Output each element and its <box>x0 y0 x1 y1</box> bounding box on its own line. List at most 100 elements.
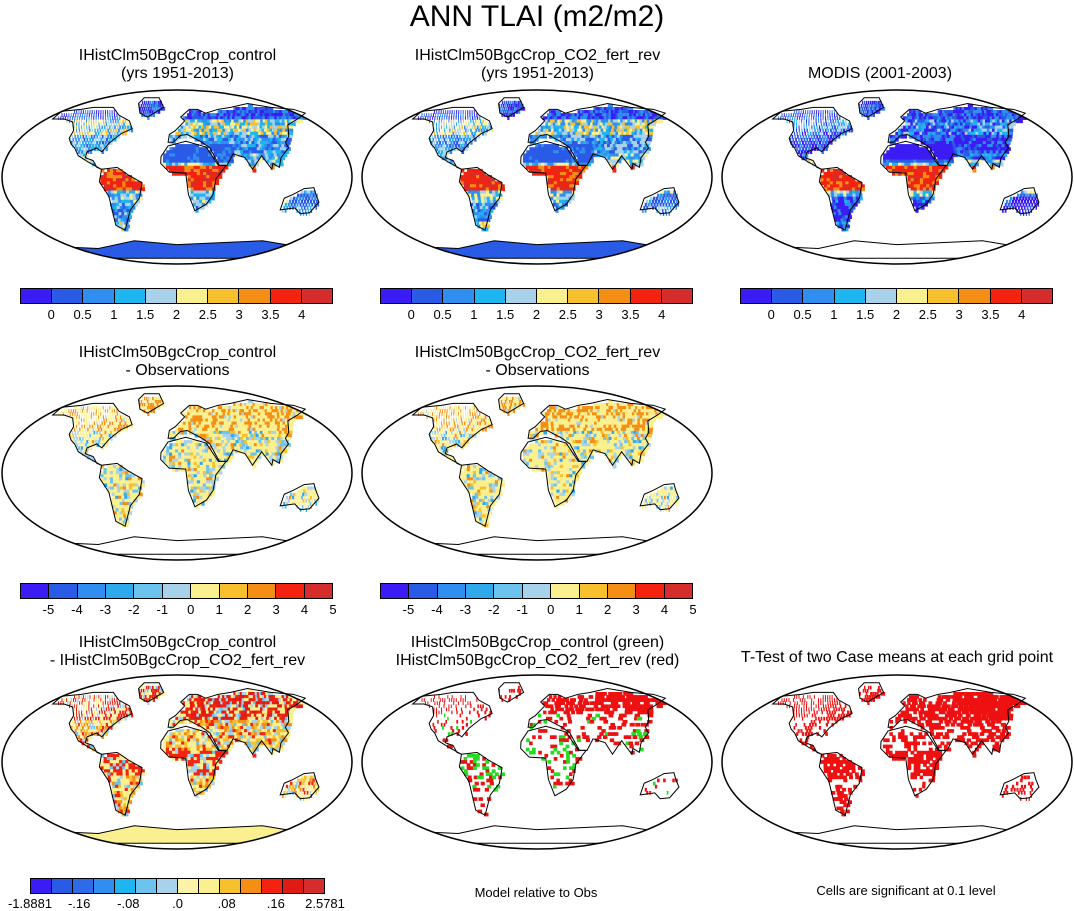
map-cell <box>216 153 221 158</box>
map-cell <box>306 193 309 198</box>
map-cell <box>825 110 826 114</box>
map-cell <box>158 107 161 111</box>
map-cell <box>595 122 600 127</box>
map-cell <box>597 122 603 127</box>
map-cell <box>913 168 918 173</box>
map-cell <box>194 131 198 136</box>
map-cell <box>108 193 113 198</box>
map-cell <box>166 159 170 164</box>
map-cell <box>232 418 238 423</box>
map-cell <box>829 181 834 185</box>
map-cell <box>220 418 225 423</box>
map-cell <box>810 147 814 151</box>
map-cell <box>178 128 182 133</box>
map-cell <box>215 116 220 120</box>
map-cell <box>128 187 133 192</box>
map-cell <box>258 128 264 133</box>
map-cell <box>224 144 229 148</box>
map-cell <box>464 125 466 130</box>
map-control-lai <box>1 89 353 265</box>
map-cell <box>235 134 240 139</box>
map-cell <box>460 110 462 114</box>
map-cell <box>246 134 251 139</box>
map-cell <box>89 406 91 410</box>
map-cell <box>103 144 106 148</box>
map-cell <box>439 141 441 145</box>
map-cell <box>964 156 969 161</box>
map-cell <box>202 418 207 423</box>
map-cell <box>81 131 84 136</box>
map-cell <box>196 159 201 164</box>
map-cell <box>570 122 575 127</box>
map-cell <box>212 113 217 117</box>
map-cell <box>937 122 942 127</box>
map-cell <box>1007 125 1014 130</box>
map-cell <box>968 147 973 151</box>
map-cell <box>138 187 142 192</box>
map-cell <box>849 209 854 213</box>
map-cell <box>461 150 465 154</box>
map-cell <box>576 113 581 117</box>
map-cell <box>796 116 798 120</box>
map-cell <box>603 141 608 145</box>
map-cell <box>608 134 614 139</box>
map-cell <box>106 125 109 130</box>
map-cell <box>926 128 931 133</box>
map-cell <box>924 131 929 136</box>
map-cell <box>613 128 619 133</box>
map-cell <box>922 187 927 192</box>
map-cell <box>563 141 568 145</box>
map-cell <box>554 134 559 139</box>
map-cell <box>465 131 468 136</box>
map-cell <box>131 187 136 192</box>
map-cell <box>976 147 982 151</box>
map-cell <box>247 144 252 148</box>
map-cell <box>832 134 835 139</box>
map-cell <box>799 141 801 145</box>
map-cell <box>566 116 570 120</box>
map-cell <box>617 159 622 164</box>
map-cell <box>926 175 930 179</box>
map-cell <box>463 144 466 148</box>
map-cell <box>467 187 472 192</box>
map-cell <box>848 181 853 185</box>
map-cell <box>269 150 275 154</box>
map-cell <box>623 131 629 136</box>
panel-title-line1: IHistClm50BgcCrop_CO2_fert_rev <box>414 344 661 361</box>
map-cell <box>548 125 552 130</box>
map-cell <box>172 147 176 151</box>
map-cell <box>815 116 817 120</box>
map-cell <box>578 168 583 173</box>
map-cell <box>470 206 476 210</box>
map-cell <box>457 128 459 133</box>
map-cell <box>135 196 140 201</box>
map-cell <box>255 153 261 158</box>
map-cell <box>942 116 947 120</box>
map-cell <box>910 181 915 185</box>
map-cell <box>635 144 641 148</box>
map-cell <box>995 137 1001 142</box>
map-cell <box>1003 137 1009 142</box>
map-cell <box>125 224 130 229</box>
map-cell <box>606 153 612 158</box>
map-cell <box>98 421 101 426</box>
map-cell <box>908 131 913 136</box>
map-cell <box>111 427 114 432</box>
map-cell <box>831 131 834 136</box>
map-cell <box>200 421 205 426</box>
map-cell <box>932 141 936 145</box>
map-cell <box>185 421 189 426</box>
map-cell <box>444 128 446 133</box>
map-cell <box>949 125 954 130</box>
map-cell <box>837 224 843 229</box>
map-cell <box>150 100 152 105</box>
map-cell <box>464 141 467 145</box>
map-cell <box>835 119 837 124</box>
map-cell <box>479 119 482 124</box>
map-cell <box>793 131 796 136</box>
map-cell <box>929 178 933 182</box>
map-cell <box>196 187 201 192</box>
map-cell <box>806 122 807 127</box>
map-cell <box>610 156 615 161</box>
map-cell <box>479 116 481 120</box>
